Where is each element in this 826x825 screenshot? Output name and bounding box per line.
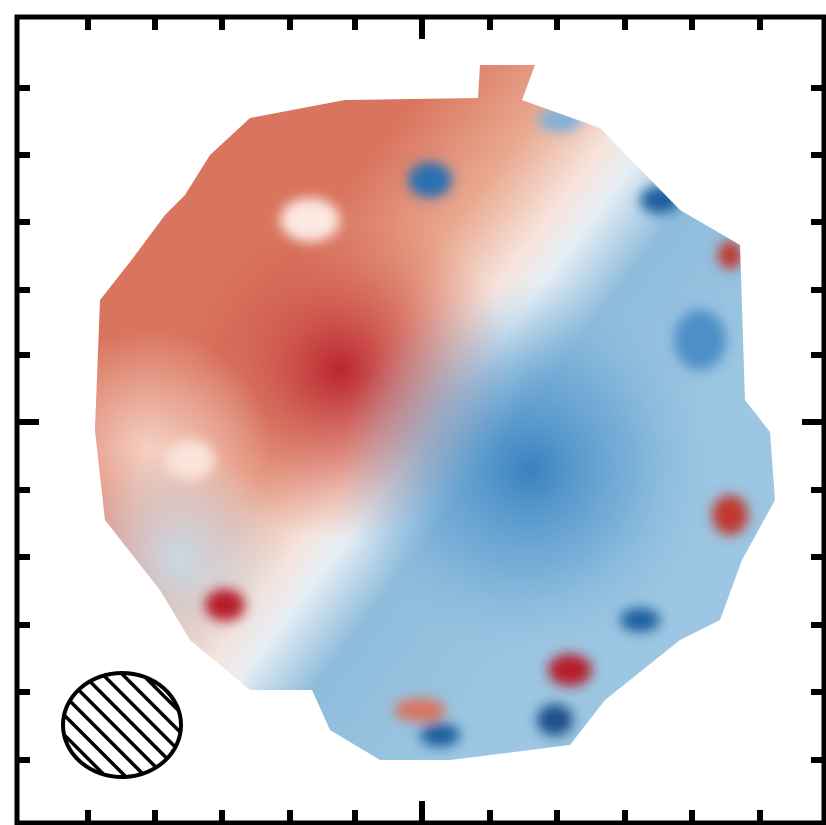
velocity-map: [0, 0, 826, 825]
page: [0, 0, 826, 825]
map-field: [80, 50, 790, 780]
beam-ellipse: [63, 673, 181, 777]
